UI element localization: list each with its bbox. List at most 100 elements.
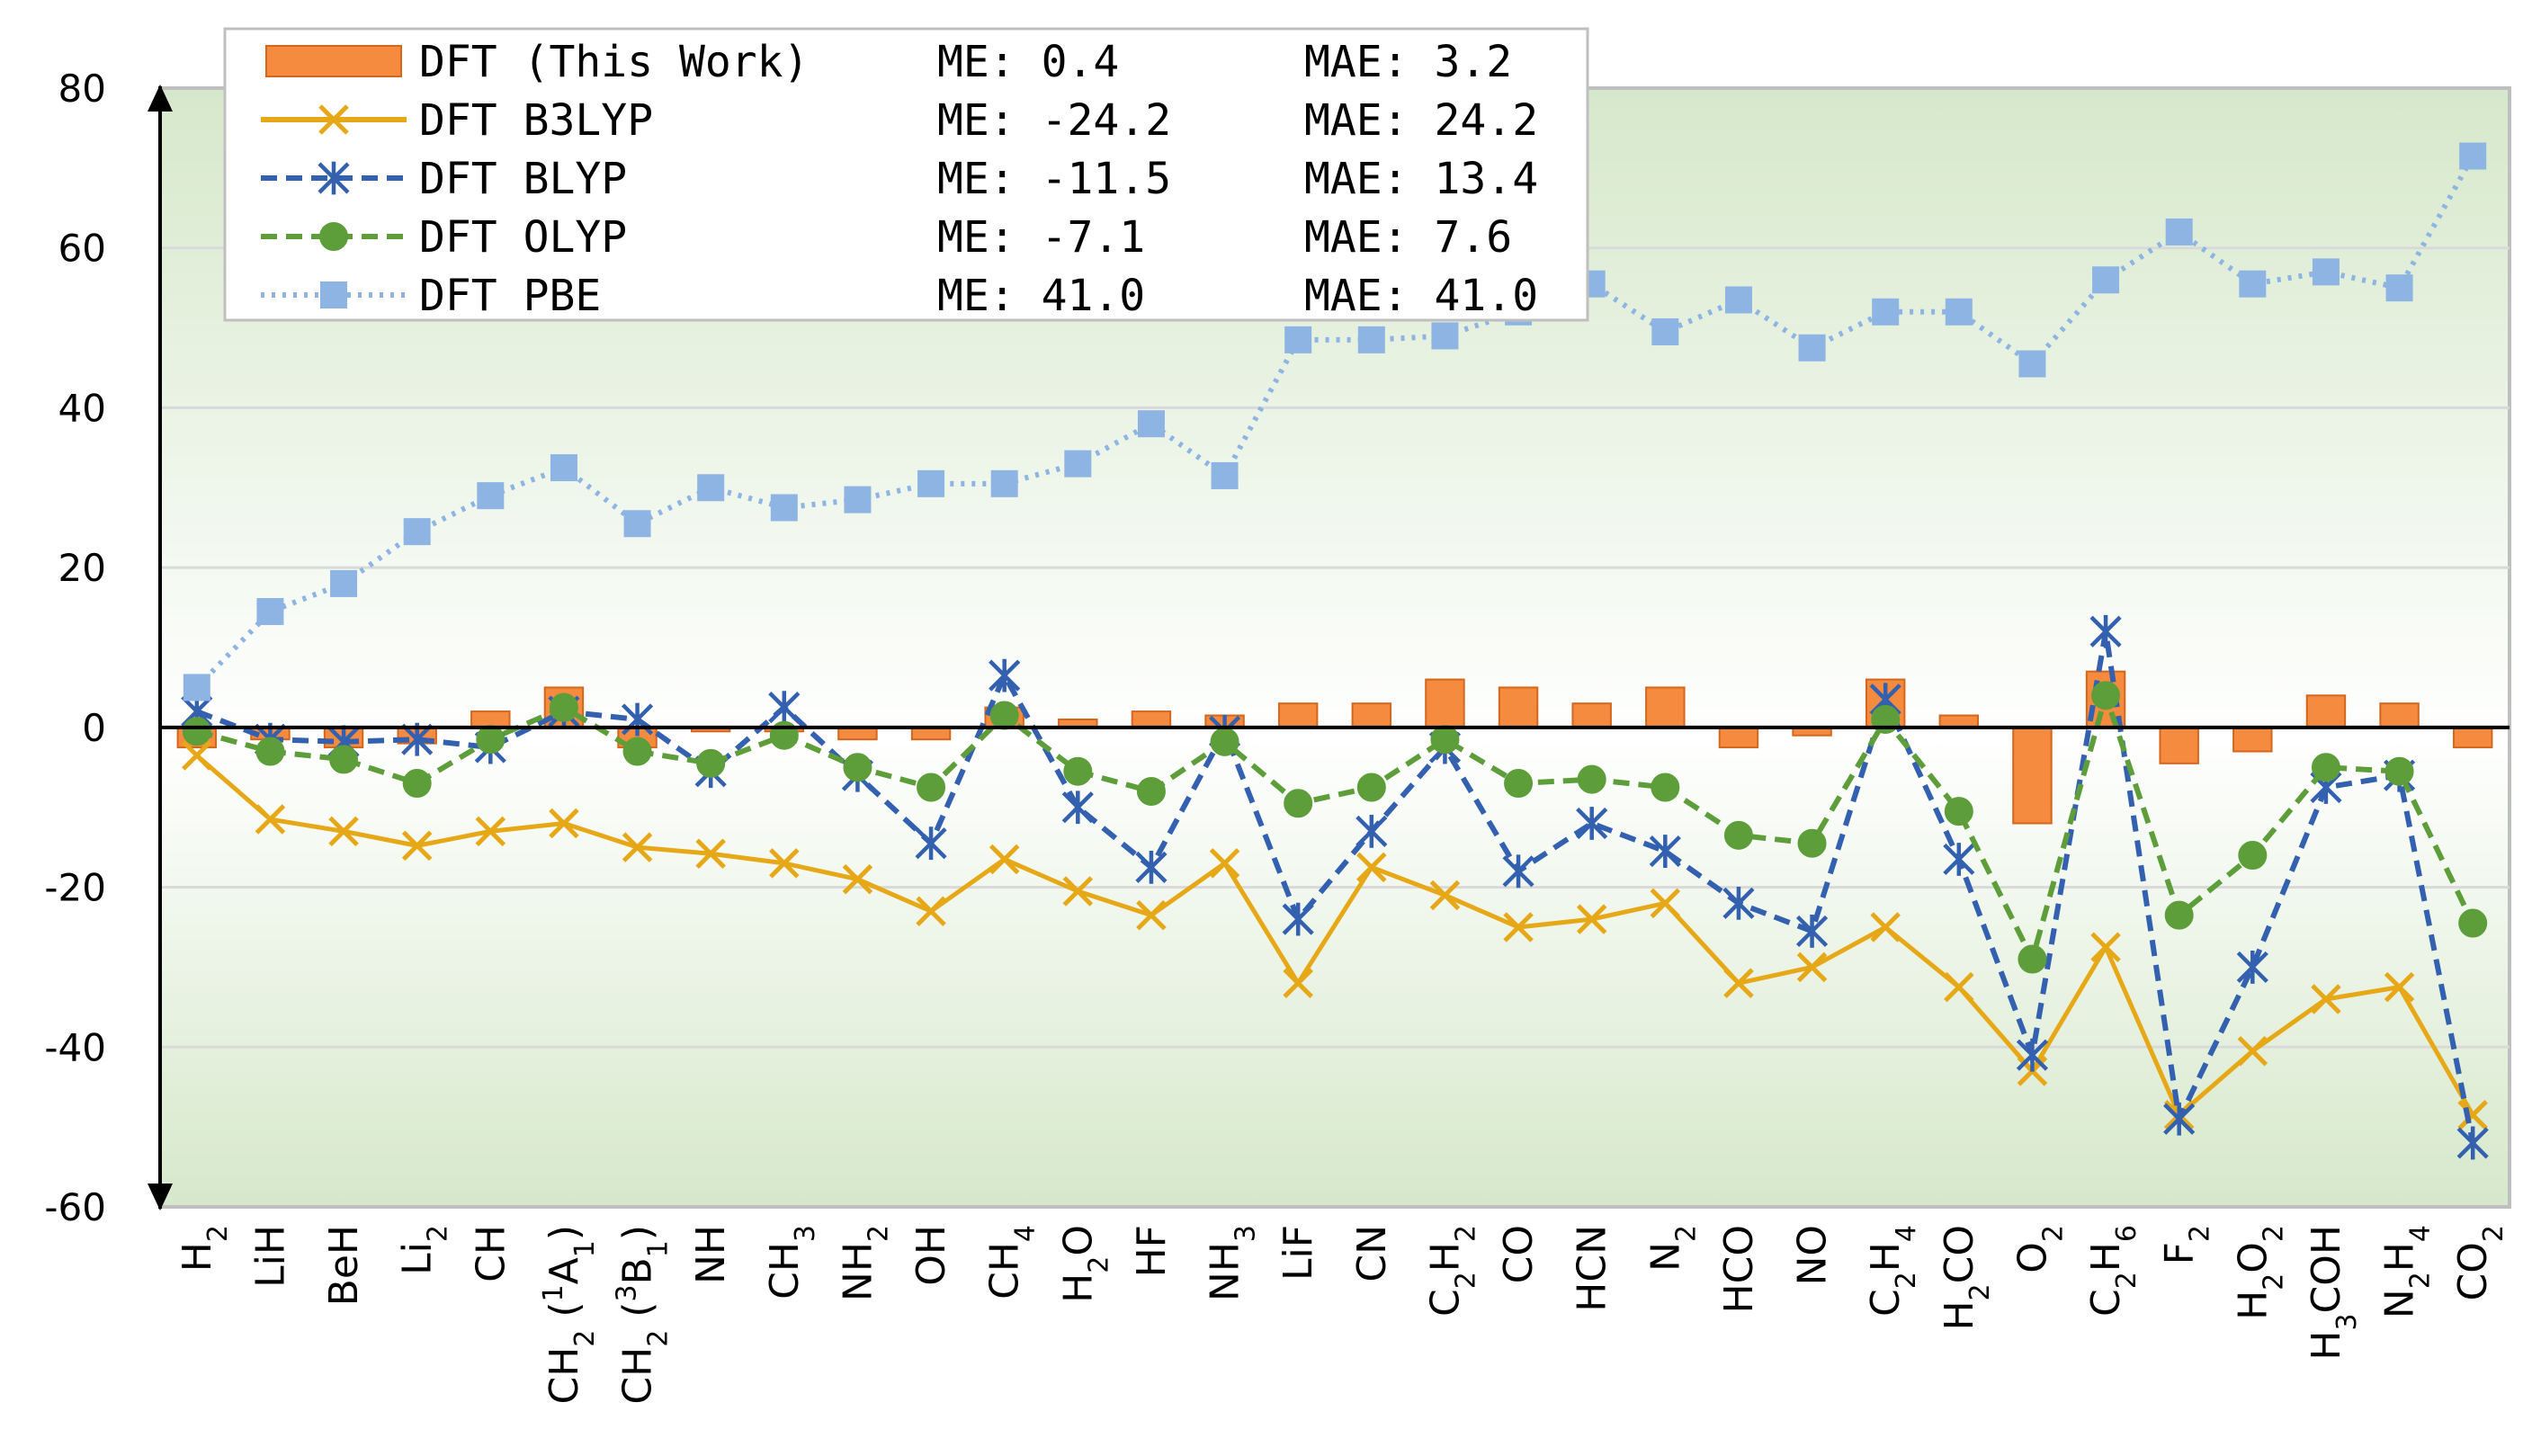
tick-text-part: 2 [2478,1225,2510,1242]
y-tick-label: 80 [58,67,106,111]
x-tick-label: H2O2 [2230,1225,2289,1320]
tick-text-part: O [1055,1225,1101,1256]
y-axis-arrow-up [148,85,173,112]
marker-x [475,816,506,847]
marker-circle [696,748,726,778]
legend-me: ME: 0.4 [937,37,1119,87]
marker-asterisk [2016,1038,2049,1072]
legend-entry: DFT B3LYP ME: -24.2 MAE: 24.2 [261,95,1538,146]
marker-square [256,598,284,626]
marker-x [1576,904,1607,934]
tick-text-part: HCO [1716,1225,1762,1313]
tick-text-part: 3 [611,1284,642,1301]
tick-text-part: 2 [568,1330,600,1347]
marker-x [622,832,653,862]
marker-asterisk [1135,850,1168,884]
x-tick-label: NO [1790,1225,1836,1286]
marker-asterisk [1061,791,1094,825]
tick-text-part: HCN [1570,1225,1615,1312]
marker-asterisk [2163,1102,2196,1136]
tick-text-part: ) [541,1225,587,1240]
legend-entry: DFT (This Work) ME: 0.4 MAE: 3.2 [265,37,1512,87]
x-tick-label: F2 [2157,1225,2216,1264]
tick-text-part: 4 [1009,1225,1041,1242]
tick-text-part: H [2304,1331,2349,1361]
tick-text-part: F [2157,1242,2203,1264]
x-tick-label: H3COH [2304,1225,2363,1361]
tick-text-part: CN [1349,1225,1395,1282]
tick-text-part: 2 [642,1330,674,1347]
legend-label: DFT PBE [419,271,601,321]
legend-me: ME: -24.2 [937,95,1171,146]
marker-circle [1651,773,1680,802]
tick-text-part: OH [908,1225,954,1286]
legend-label: DFT OLYP [419,212,627,263]
tick-text-part: Li [395,1242,441,1275]
x-tick-label: N2 [1642,1225,1702,1272]
bar [1425,678,1465,728]
x-tick-label: CH2 (1A1) [537,1225,600,1405]
tick-text-part: CO [2450,1242,2496,1300]
marker-circle [917,773,946,802]
x-tick-label: CO [1496,1225,1542,1283]
bar [1571,702,1612,728]
marker-x [842,863,873,895]
x-tick-label: O2 [2009,1225,2069,1273]
marker-x [1356,852,1387,883]
marker-circle [1944,797,1973,826]
marker-circle [319,222,348,251]
marker-asterisk [2456,1126,2489,1160]
series-dft-olyp [182,681,2488,974]
marker-asterisk [1282,902,1314,936]
y-axis-ticks: 80 60 40 20 0 -20 -40 -60 [44,67,106,1229]
marker-x [1723,968,1754,998]
marker-x [989,844,1020,875]
x-tick-label: NH [688,1225,734,1284]
tick-text-part: 2 [201,1225,233,1242]
bar [1645,686,1686,728]
legend-swatch-bar [265,45,402,77]
marker-x [2237,1035,2268,1067]
marker-x [1650,888,1681,919]
marker-circle [1504,769,1534,799]
marker-circle [1136,776,1166,806]
bar [2305,694,2347,728]
marker-circle [2164,900,2194,930]
marker-square [477,482,505,510]
tick-text-part: H [1422,1242,1468,1272]
legend-mae: MAE: 13.4 [1304,154,1538,204]
x-tick-label: HCN [1570,1225,1615,1312]
series-line [195,754,2475,1118]
marker-circle [1063,756,1093,786]
y-tick-label: -20 [44,866,106,910]
marker-asterisk [768,691,801,725]
marker-square [1137,410,1165,438]
marker-square [330,569,358,597]
tick-text-part: CH [541,1347,587,1405]
bar [1498,686,1539,728]
marker-asterisk [1576,807,1608,840]
tick-text-part: H [174,1242,220,1272]
tick-text-part: N [2377,1289,2423,1318]
tick-text-part: H [1937,1300,1982,1330]
marker-x [2090,932,2121,962]
marker-circle [1577,764,1606,794]
x-tick-label: CH4 [982,1225,1042,1300]
tick-text-part: 3 [789,1225,820,1242]
bar [1277,702,1319,728]
marker-square [770,494,798,522]
tick-text-part: CH [615,1347,661,1405]
tick-text-part: 2 [422,1225,453,1242]
marker-asterisk [989,658,1021,692]
legend-entry: DFT PBE ME: 41.0 MAE: 41.0 [261,271,1538,321]
x-tick-label: CN [1349,1225,1395,1282]
marker-circle [182,717,211,746]
y-tick-label: 40 [58,386,106,430]
legend-mae: MAE: 3.2 [1304,37,1512,87]
marker-circle [1723,820,1753,850]
marker-x [769,848,800,879]
marker-x [916,896,946,926]
tick-text-part: LiF [1275,1225,1321,1281]
marker-square [2092,266,2120,294]
series-dft-b3lyp [182,740,2488,1130]
